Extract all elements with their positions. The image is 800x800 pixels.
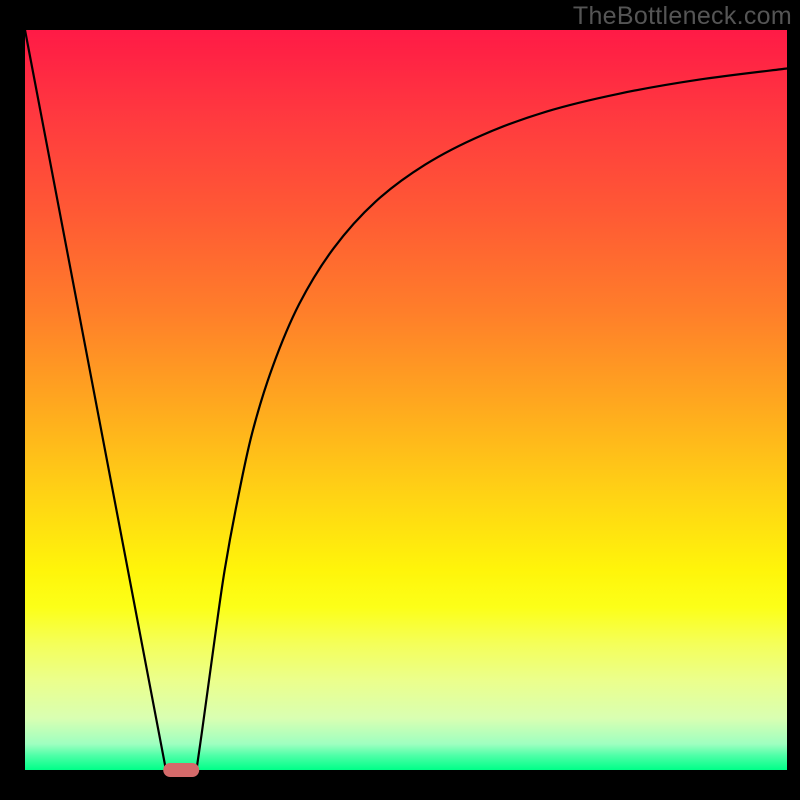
- watermark-text: TheBottleneck.com: [573, 2, 792, 31]
- plot-background-gradient: [25, 30, 787, 770]
- bottleneck-chart: [0, 0, 800, 800]
- chart-container: TheBottleneck.com: [0, 0, 800, 800]
- optimum-marker: [163, 763, 199, 777]
